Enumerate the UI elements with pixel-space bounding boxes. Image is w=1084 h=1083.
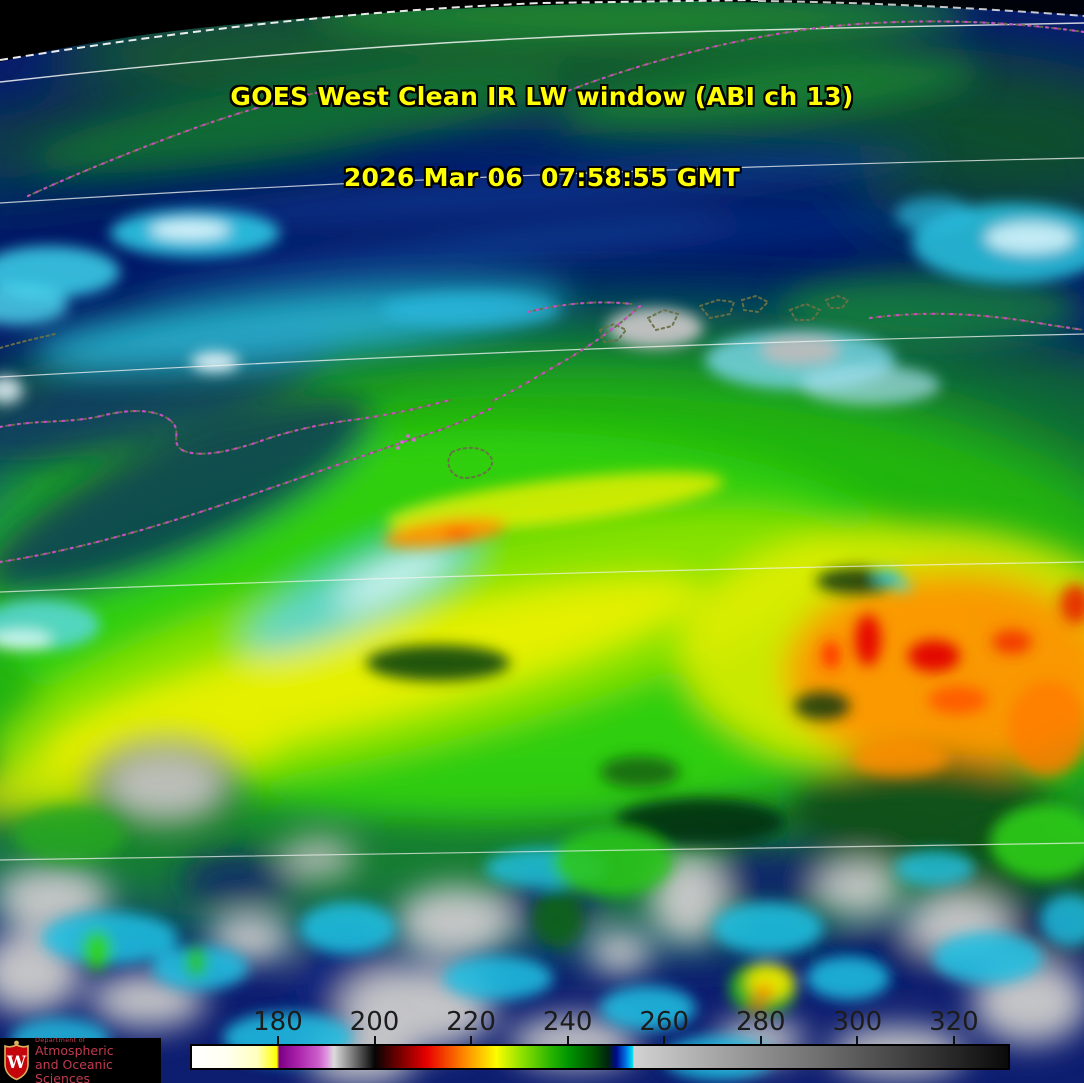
- colorbar-tick-label: 260: [639, 1007, 690, 1037]
- colorbar-tick: [470, 1036, 473, 1044]
- timestamp: 2026 Mar 06 07:58:55 GMT: [343, 163, 741, 192]
- cloud-layer-detail: [0, 197, 1084, 1080]
- colorbar-tick: [566, 1036, 569, 1044]
- colorbar-tick-label: 280: [735, 1007, 786, 1037]
- product-title: GOES West Clean IR LW window (ABI ch 13): [230, 82, 854, 111]
- colorbar-tick-label: 200: [349, 1007, 400, 1037]
- latitude-line-3: [0, 333, 1084, 378]
- colorbar-tick: [663, 1036, 666, 1044]
- colorbar-tick-label: 300: [832, 1007, 883, 1037]
- colorbar-tick: [276, 1036, 279, 1044]
- latitude-line-4: [0, 561, 1084, 593]
- image-title: GOES West Clean IR LW window (ABI ch 13)…: [0, 29, 1084, 245]
- colorbar-tick-label: 220: [446, 1007, 496, 1037]
- colorbar-tick: [856, 1036, 859, 1044]
- latitude-line-1: [0, 22, 1084, 83]
- logo-text: Department of Atmospheric and Oceanic Sc…: [35, 1036, 161, 1083]
- logo-name-line1: Atmospheric: [35, 1042, 114, 1058]
- colorbar-gradient: [190, 1044, 1010, 1070]
- space-limb: [0, 0, 1084, 62]
- coastline-dot-cluster: [396, 434, 416, 450]
- colorbar-tick: [952, 1036, 955, 1044]
- uw-crest-icon: W: [4, 1040, 29, 1081]
- colorbar-tick: [373, 1036, 376, 1044]
- colorbar-tick: [759, 1036, 762, 1044]
- crest-letter: W: [6, 1053, 27, 1073]
- colorbar-tick-label: 320: [929, 1007, 979, 1037]
- coastline-magenta-dots: [0, 20, 1084, 564]
- logo-name-line2: and Oceanic Sciences: [35, 1056, 113, 1083]
- logo-department-of: Department of: [35, 1035, 86, 1044]
- colorbar-tick-label: 240: [542, 1007, 593, 1037]
- latitude-line-2: [0, 157, 1084, 204]
- colorbar-tick-label: 180: [253, 1007, 303, 1037]
- scan-edge-dashed-line-right: [757, 0, 1084, 17]
- uw-aos-logo: W Department of Atmospheric and Oceanic …: [0, 1036, 161, 1083]
- coastlines: [0, 20, 1084, 564]
